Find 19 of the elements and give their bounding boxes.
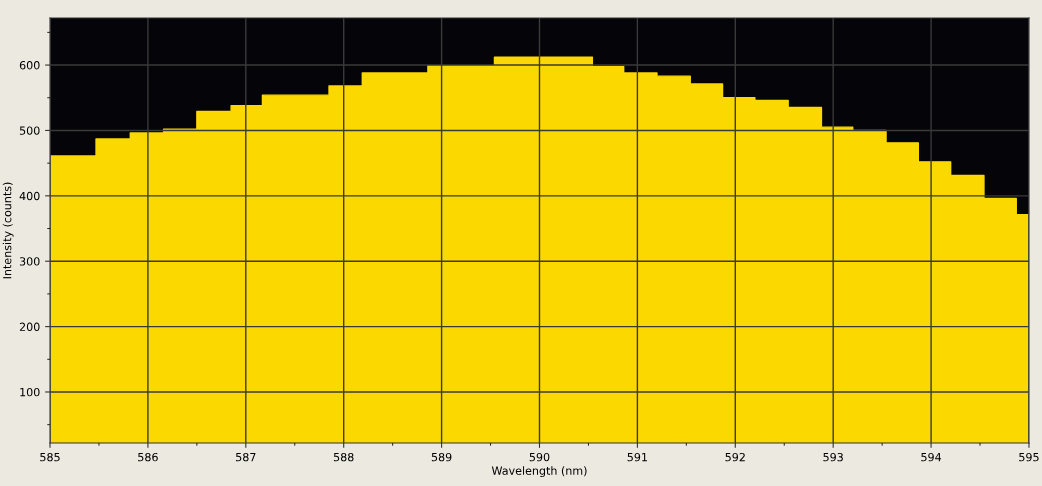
x-tick-label: 588	[333, 452, 354, 462]
y-tick-label: 600	[19, 61, 40, 70]
x-tick-label: 589	[431, 452, 452, 462]
x-tick-label: 585	[40, 452, 60, 462]
x-tick-label: 593	[823, 452, 843, 462]
x-tick-label: 592	[725, 452, 745, 462]
x-tick-label: 595	[1019, 452, 1039, 462]
y-tick-label: 400	[19, 191, 40, 201]
y-axis-title: Intensity (counts)	[2, 182, 14, 279]
x-tick-label: 594	[921, 452, 942, 462]
x-tick-label: 587	[236, 452, 256, 462]
y-tick-label: 200	[19, 322, 40, 331]
y-tick-label: 100	[20, 387, 40, 397]
y-tick-label: 300	[19, 257, 40, 266]
y-tick-label: 500	[19, 126, 40, 135]
x-tick-label: 590	[529, 452, 550, 462]
x-tick-label: 586	[138, 452, 158, 462]
x-axis-title: Wavelength (nm)	[491, 466, 587, 477]
x-tick-label: 591	[627, 452, 647, 462]
